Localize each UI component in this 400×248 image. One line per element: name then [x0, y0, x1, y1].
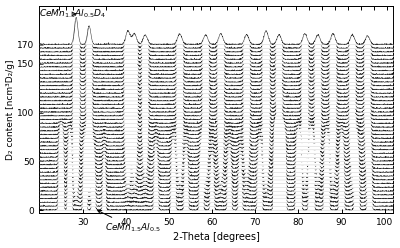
Text: CeMn$_{1.5}$Al$_{0.5}$: CeMn$_{1.5}$Al$_{0.5}$ [98, 211, 161, 234]
Y-axis label: D₂ content [ncm³D₂/g]: D₂ content [ncm³D₂/g] [6, 59, 14, 159]
X-axis label: 2-Theta [degrees]: 2-Theta [degrees] [173, 232, 260, 243]
Text: CeMn$_{1.5}$Al$_{0.5}$D$_4$: CeMn$_{1.5}$Al$_{0.5}$D$_4$ [40, 8, 107, 20]
